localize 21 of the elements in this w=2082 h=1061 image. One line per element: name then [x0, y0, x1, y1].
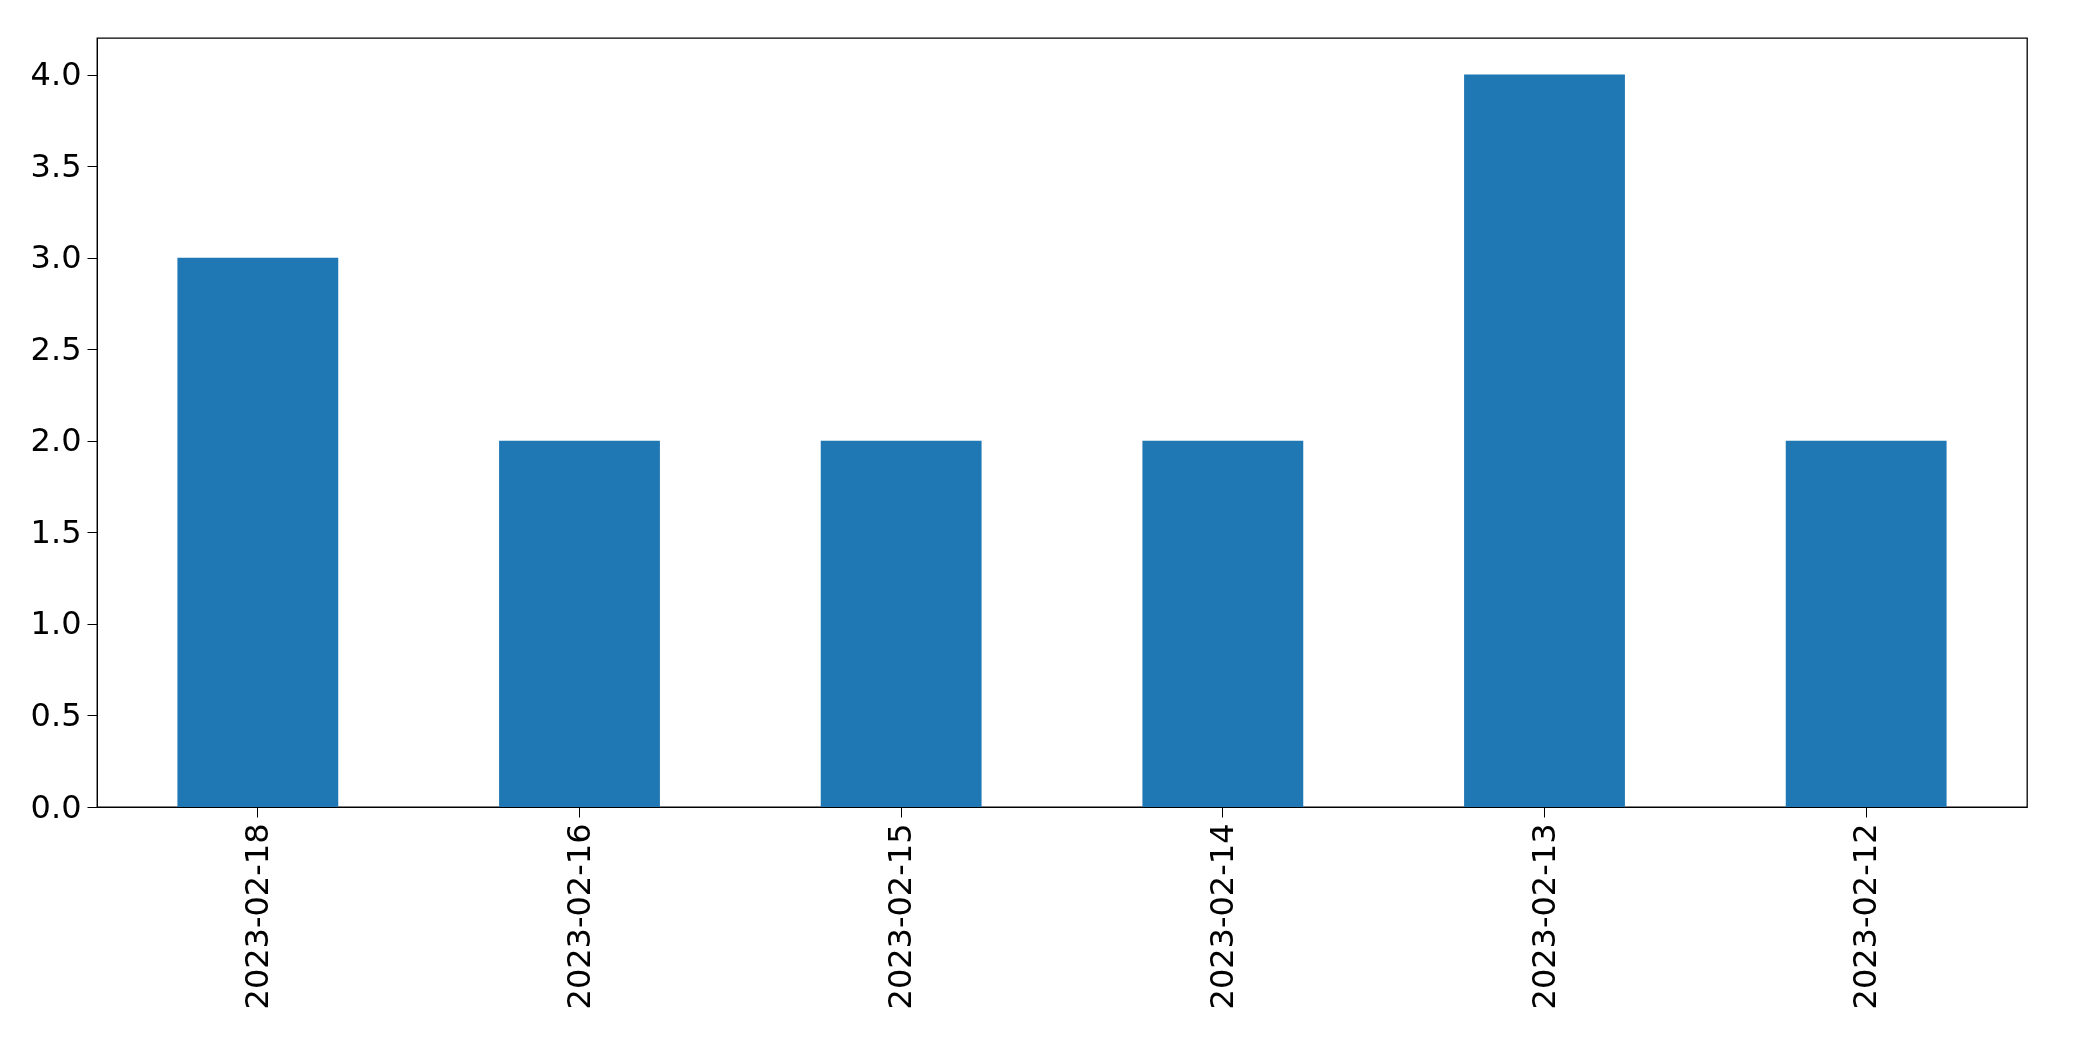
y-tick-label: 4.0 [30, 55, 82, 94]
y-tick-label: 2.0 [30, 421, 82, 460]
bar [1464, 74, 1625, 807]
x-tick-label: 2023-02-12 [1846, 823, 1885, 1010]
bar [1142, 440, 1304, 807]
y-tick-label: 2.5 [30, 329, 82, 368]
bar [820, 440, 982, 807]
x-tick-label: 2023-02-18 [237, 823, 276, 1010]
x-tick-label: 2023-02-16 [559, 823, 598, 1010]
y-tick-label: 0.5 [30, 695, 82, 734]
bar [177, 257, 339, 807]
y-tick-label: 0.0 [30, 787, 82, 826]
x-tick-label: 2023-02-15 [881, 823, 920, 1010]
y-tick-label: 3.0 [30, 238, 82, 277]
y-tick-label: 3.5 [30, 146, 82, 185]
x-tick-label: 2023-02-13 [1524, 823, 1563, 1010]
y-tick-label: 1.0 [30, 604, 82, 643]
bar [1785, 440, 1947, 807]
y-tick-label: 1.5 [30, 512, 82, 551]
bar [499, 440, 660, 807]
x-tick-label: 2023-02-14 [1202, 823, 1241, 1010]
